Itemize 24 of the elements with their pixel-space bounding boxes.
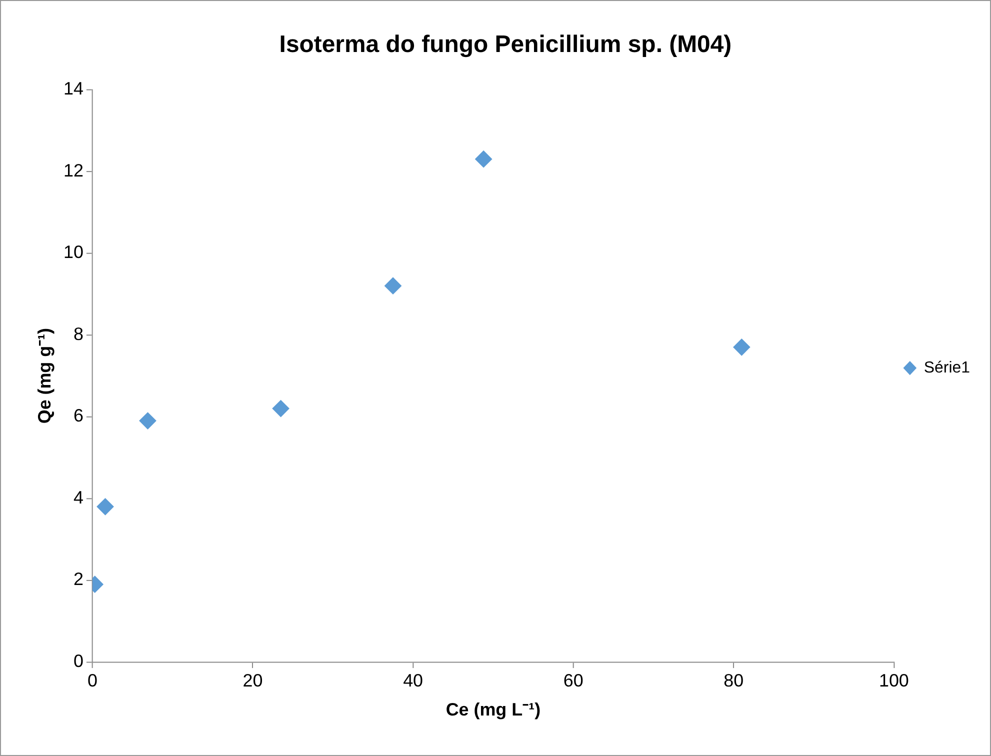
- y-tick-label: 0: [73, 651, 84, 671]
- x-tick-label: 80: [724, 670, 744, 691]
- y-tick-label: 2: [73, 569, 84, 590]
- x-tick-label: 60: [563, 670, 584, 691]
- y-tick-label: 12: [63, 160, 84, 180]
- x-tick-label: 40: [403, 670, 424, 691]
- y-tick-label: 14: [63, 78, 84, 99]
- y-axis-title: Qe (mg g⁻¹): [34, 328, 55, 424]
- y-tick-label: 4: [73, 487, 84, 508]
- point: [96, 498, 114, 516]
- y-tick-label: 10: [63, 242, 84, 262]
- y-tick-label: 8: [73, 324, 84, 344]
- y-tick-label: 6: [73, 406, 84, 426]
- x-tick-label: 20: [242, 670, 263, 691]
- x-tick-label: 100: [878, 670, 909, 691]
- x-tick-label: 0: [87, 670, 98, 691]
- x-axis-title: Ce (mg L⁻¹): [446, 699, 541, 720]
- point: [384, 277, 402, 294]
- point: [475, 150, 492, 168]
- point: [733, 338, 750, 356]
- point: [139, 412, 156, 430]
- legend-label: Série1: [924, 359, 970, 376]
- point: [272, 400, 290, 417]
- chart-title: Isoterma do fungo Penicillium sp. (M04): [279, 30, 732, 58]
